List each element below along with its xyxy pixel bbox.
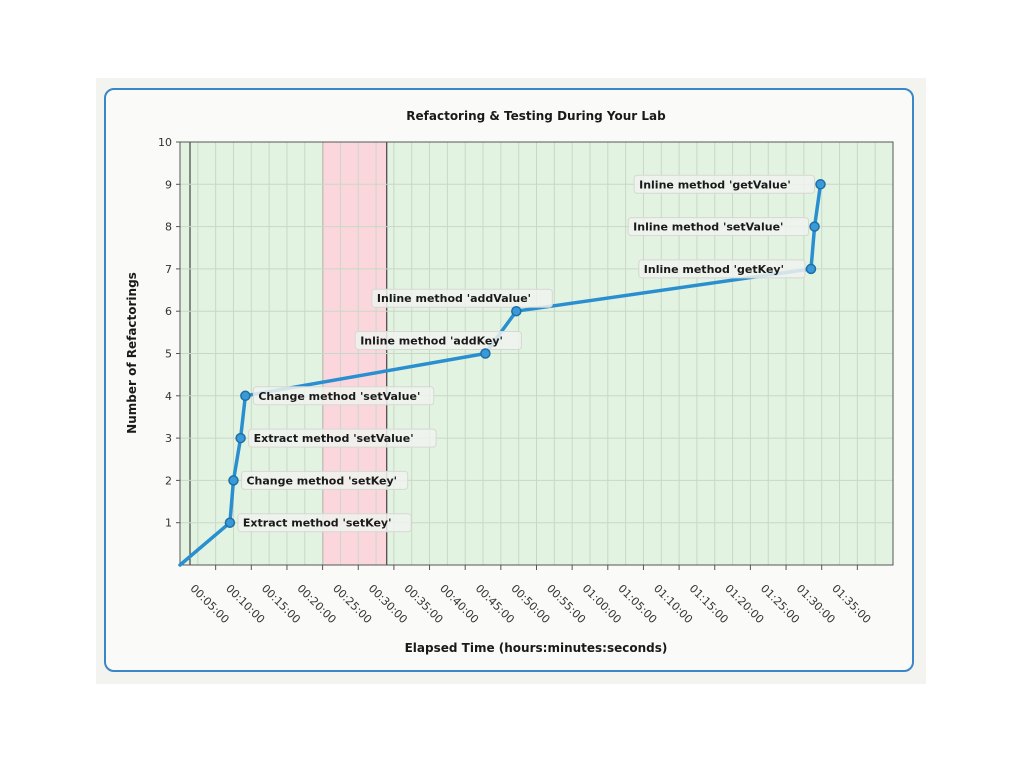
y-tick-label: 6 [165, 305, 172, 318]
annotation-label: Change method 'setKey' [246, 474, 397, 487]
annotation-box [240, 470, 409, 490]
annotation-box [248, 428, 437, 448]
annotation-box [638, 259, 806, 279]
annotation-box [354, 331, 522, 350]
y-axis-label: Number of Refactorings [125, 272, 139, 434]
annotation-box [237, 513, 412, 533]
y-tick-label: 1 [165, 517, 172, 530]
series-line [178, 182, 823, 567]
annotation-label: Change method 'setValue' [258, 390, 420, 403]
data-points [224, 179, 826, 528]
y-tick-label: 7 [165, 263, 172, 276]
annotation-label: Extract method 'setValue' [254, 432, 414, 445]
annotation-label: Extract method 'setKey' [243, 517, 392, 530]
annotation-box [252, 386, 435, 406]
data-point [228, 475, 239, 486]
grid [179, 141, 894, 565]
series-polyline [178, 182, 823, 567]
y-tick-label: 2 [165, 474, 172, 487]
data-point [240, 390, 251, 402]
y-tick-label: 3 [165, 432, 172, 445]
x-axis-label: Elapsed Time (hours:minutes:seconds) [405, 641, 668, 655]
data-point [224, 517, 236, 528]
y-tick-label: 5 [165, 348, 172, 361]
y-tick-label: 10 [158, 136, 172, 149]
data-point [815, 179, 826, 190]
annotation-box [627, 217, 810, 237]
annotation-label: Inline method 'addValue' [377, 292, 531, 305]
data-point [511, 305, 522, 317]
chart-title: Refactoring & Testing During Your Lab [406, 109, 666, 123]
y-tick-label: 4 [165, 390, 172, 403]
annotation-box [633, 174, 816, 194]
data-point [809, 221, 820, 232]
y-tick-label: 8 [165, 221, 172, 234]
annotation-label: Inline method 'addKey' [360, 335, 503, 348]
data-point [235, 432, 246, 444]
annotation-label: Inline method 'getValue' [639, 178, 791, 191]
y-tick-label: 9 [165, 178, 172, 191]
x-tick-label: 01:35:00 [829, 582, 873, 626]
annotation-label: Inline method 'getKey' [644, 263, 784, 276]
annotation-box [371, 288, 553, 308]
annotations: Extract method 'setKey' Change method 'se… [237, 174, 816, 533]
data-point [480, 348, 491, 359]
annotation-label: Inline method 'setValue' [633, 221, 783, 234]
data-point [805, 263, 817, 275]
